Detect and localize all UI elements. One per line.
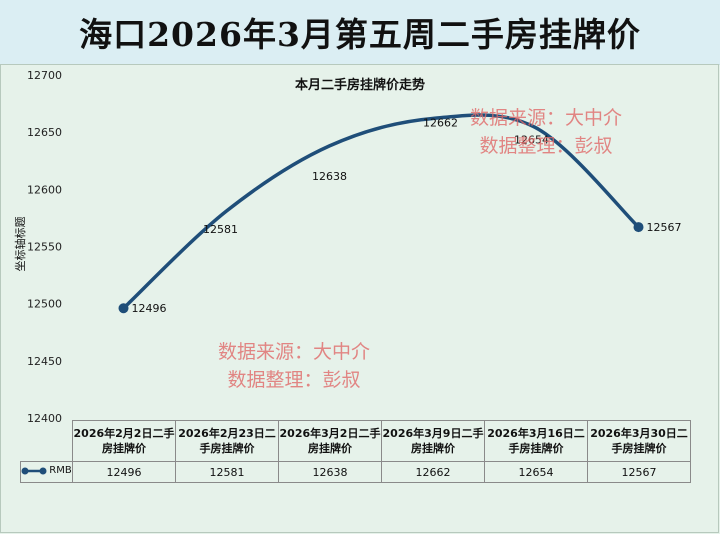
legend-entry: RMB [20,461,73,483]
y-tick-label: 12650 [27,126,62,139]
table-value-cell: 12581 [175,461,279,483]
legend-line-marker-icon [21,467,47,475]
watermark-bottom-author: 数据整理：彭叔 [227,369,361,391]
watermark-bottom: 数据来源：大中介 数据整理：彭叔 [218,338,370,394]
category-label: 2026年3月9日二手房挂牌价 [381,420,485,462]
data-point-marker [633,222,644,233]
data-table: 2026年2月2日二手房挂牌价 2026年2月23日二手房挂牌价 2026年3月… [20,420,691,483]
page-title: 海口2026年3月第五周二手房挂牌价 [79,15,641,54]
y-tick-label: 12500 [27,298,62,311]
y-tick-label: 12450 [27,355,62,368]
table-value-cell: 12638 [278,461,382,483]
series-line-rmb [121,113,641,310]
category-label: 2026年3月30日二手房挂牌价 [587,420,691,462]
watermark-top-source: 数据来源：大中介 [470,107,623,129]
data-table-corner [20,420,73,462]
watermark-top-author: 数据整理：彭叔 [479,135,613,157]
data-label: 12638 [312,170,347,183]
category-label: 2026年3月2日二手房挂牌价 [278,420,382,462]
data-label: 12496 [132,302,167,315]
y-tick-label: 12700 [27,69,62,82]
legend-series-name: RMB [49,465,72,477]
data-label: 12567 [647,221,682,234]
table-value-cell: 12662 [381,461,485,483]
category-label: 2026年3月16日二手房挂牌价 [484,420,588,462]
data-label: 12654 [514,134,549,147]
chart-title: 本月二手房挂牌价走势 [294,78,425,93]
category-label: 2026年2月2日二手房挂牌价 [72,420,176,462]
watermark-bottom-source: 数据来源：大中介 [218,341,371,363]
table-value-cell: 12654 [484,461,588,483]
data-label: 12662 [423,116,458,129]
y-tick-label: 12600 [27,183,62,196]
data-point-marker [118,303,129,314]
data-table-header-row: 2026年2月2日二手房挂牌价 2026年2月23日二手房挂牌价 2026年3月… [20,420,691,462]
table-value-cell: 12567 [587,461,691,483]
watermark-top: 数据来源：大中介 数据整理：彭叔 [470,104,622,160]
y-tick-label: 12550 [27,241,62,254]
category-label: 2026年2月23日二手房挂牌价 [175,420,279,462]
title-band: 海口2026年3月第五周二手房挂牌价 [0,0,720,65]
table-value-cell: 12496 [72,461,176,483]
plot-frame [0,64,719,533]
data-table-value-row: RMB 12496 12581 12638 12662 12654 12567 [20,461,691,483]
data-label: 12581 [203,223,238,236]
